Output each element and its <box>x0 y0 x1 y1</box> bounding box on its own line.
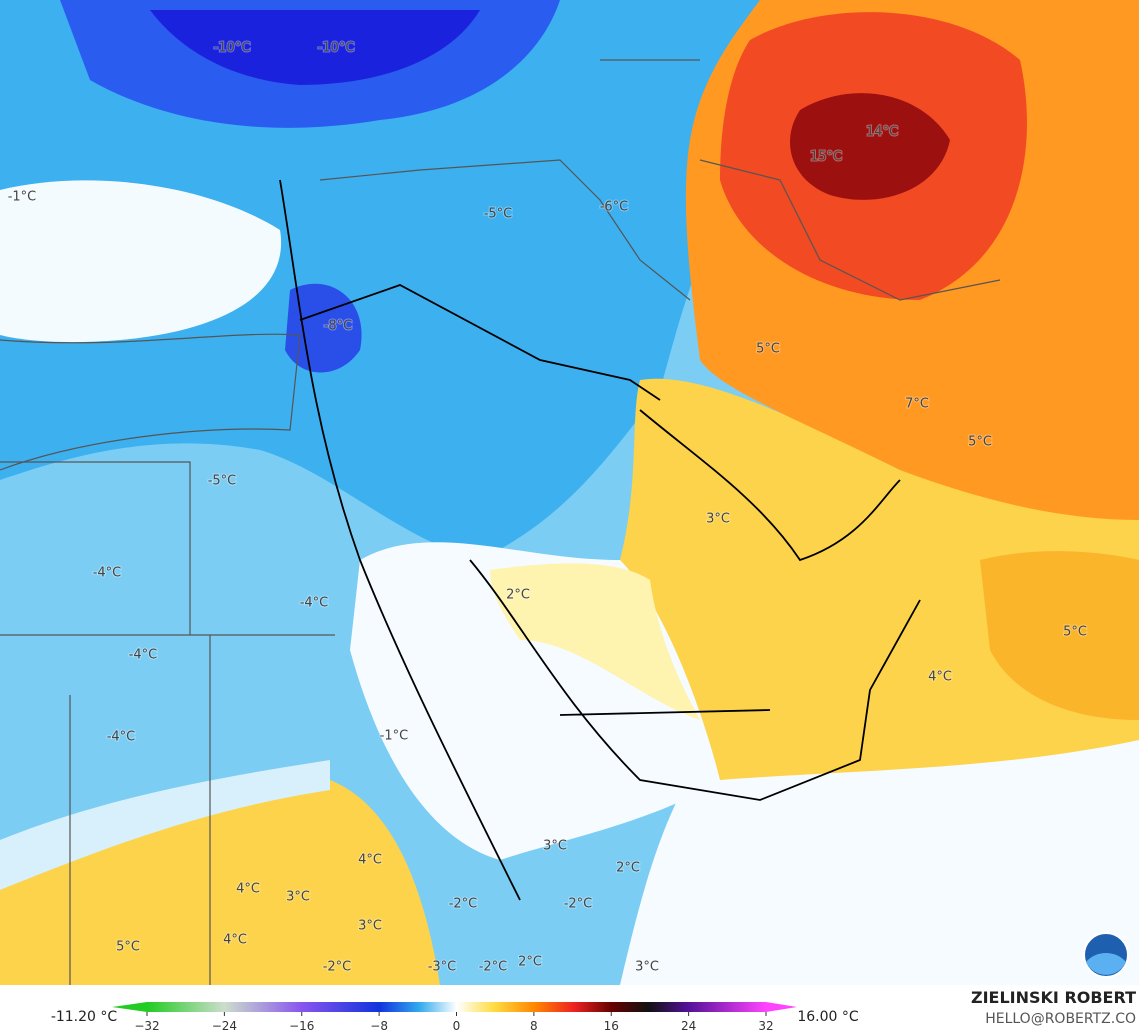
temperature-label: 5°C <box>756 342 780 357</box>
temperature-label: 5°C <box>968 435 992 450</box>
temperature-label: -2°C <box>564 897 593 912</box>
hottest-region <box>790 93 950 200</box>
cold-region <box>0 0 760 560</box>
temperature-label: 15°C <box>810 150 842 165</box>
temperature-label: 4°C <box>236 882 260 897</box>
warm-region <box>620 378 1139 780</box>
footer: -11.20 °C 16.00 °C −32 −24 −16 −8 0 8 16 24 32 Z… <box>0 932 1139 1035</box>
temperature-label: -4°C <box>129 648 158 663</box>
temperature-label: -4°C <box>300 596 329 611</box>
temperature-label: 2°C <box>506 588 530 603</box>
temperature-label: -10°C <box>318 41 355 56</box>
credit-contact: HELLO@ROBERTZ.CO <box>985 1011 1136 1027</box>
temperature-label: 4°C <box>358 853 382 868</box>
borders <box>319 59 1001 301</box>
temperature-label: -2°C <box>323 960 352 975</box>
coldest-region <box>150 10 480 85</box>
temperature-label: 3°C <box>635 960 659 975</box>
temperature-label: -4°C <box>93 566 122 581</box>
colorbar-tick-label: −32 <box>134 1019 159 1033</box>
temperature-label: 3°C <box>358 919 382 934</box>
temperature-label: -2°C <box>449 897 478 912</box>
temperature-label: -6°C <box>600 200 629 215</box>
warm-region <box>0 780 440 985</box>
map: -10°C -10°C -1°C 15°C 14°C -5°C -6°C -8°C 5°C 7°C… <box>0 0 1139 985</box>
temperature-label: -1°C <box>8 190 37 205</box>
temperature-label: -10°C <box>214 41 251 56</box>
temperature-label: -5°C <box>484 207 513 222</box>
colorbar-min-label: -11.20 °C <box>51 1009 118 1025</box>
temperature-label: 3°C <box>286 890 310 905</box>
colorbar-max-label: 16.00 °C <box>797 1009 859 1025</box>
colorbar-tick-label: −24 <box>212 1019 237 1033</box>
temperature-label: -4°C <box>107 730 136 745</box>
temperature-label: -1°C <box>380 729 409 744</box>
coastline <box>0 333 301 471</box>
colorbar-tick-label: 24 <box>681 1019 696 1033</box>
colorbar <box>147 1002 766 1012</box>
temperature-label: 5°C <box>1063 625 1087 640</box>
temperature-label: -3°C <box>428 960 457 975</box>
borders <box>299 284 921 801</box>
colorbar-tick-label: 8 <box>530 1019 538 1033</box>
temperature-label: 2°C <box>616 861 640 876</box>
temperature-label: 4°C <box>928 670 952 685</box>
mild-warm-region <box>490 563 700 720</box>
colorbar-tick-label: 16 <box>604 1019 619 1033</box>
mild-region <box>0 180 282 343</box>
colorbar-tick-label: −8 <box>370 1019 388 1033</box>
temperature-label: 5°C <box>116 940 140 955</box>
mild-region <box>0 760 330 890</box>
warm-region <box>980 551 1139 720</box>
colorbar-tick-label: −16 <box>289 1019 314 1033</box>
colorbar-high-arrow <box>766 1002 797 1012</box>
temperature-label: -5°C <box>208 474 237 489</box>
temperature-label: -2°C <box>479 960 508 975</box>
colorbar-ticks: −32 −24 −16 −8 0 8 16 24 32 <box>134 1012 774 1033</box>
temperature-label: 14°C <box>866 125 898 140</box>
temperature-label: 3°C <box>706 512 730 527</box>
coastline <box>279 179 901 901</box>
temperature-label: -8°C <box>324 319 353 334</box>
temperature-label: 3°C <box>543 839 567 854</box>
colorbar-tick-label: 0 <box>453 1019 461 1033</box>
temperature-label: 7°C <box>905 397 929 412</box>
noaa-logo-wave <box>1086 953 1126 975</box>
credit-name: ZIELINSKI ROBERT <box>971 988 1136 1007</box>
mild-region <box>620 740 1139 985</box>
temperature-labels: -10°C -10°C -1°C 15°C 14°C -5°C -6°C -8°C 5°C 7°C… <box>7 40 1088 976</box>
temperature-label: 4°C <box>223 933 247 948</box>
colorbar-tick-label: 32 <box>758 1019 773 1033</box>
borders <box>0 461 335 985</box>
colorbar-low-arrow <box>112 1002 147 1012</box>
temperature-label: 2°C <box>518 955 542 970</box>
